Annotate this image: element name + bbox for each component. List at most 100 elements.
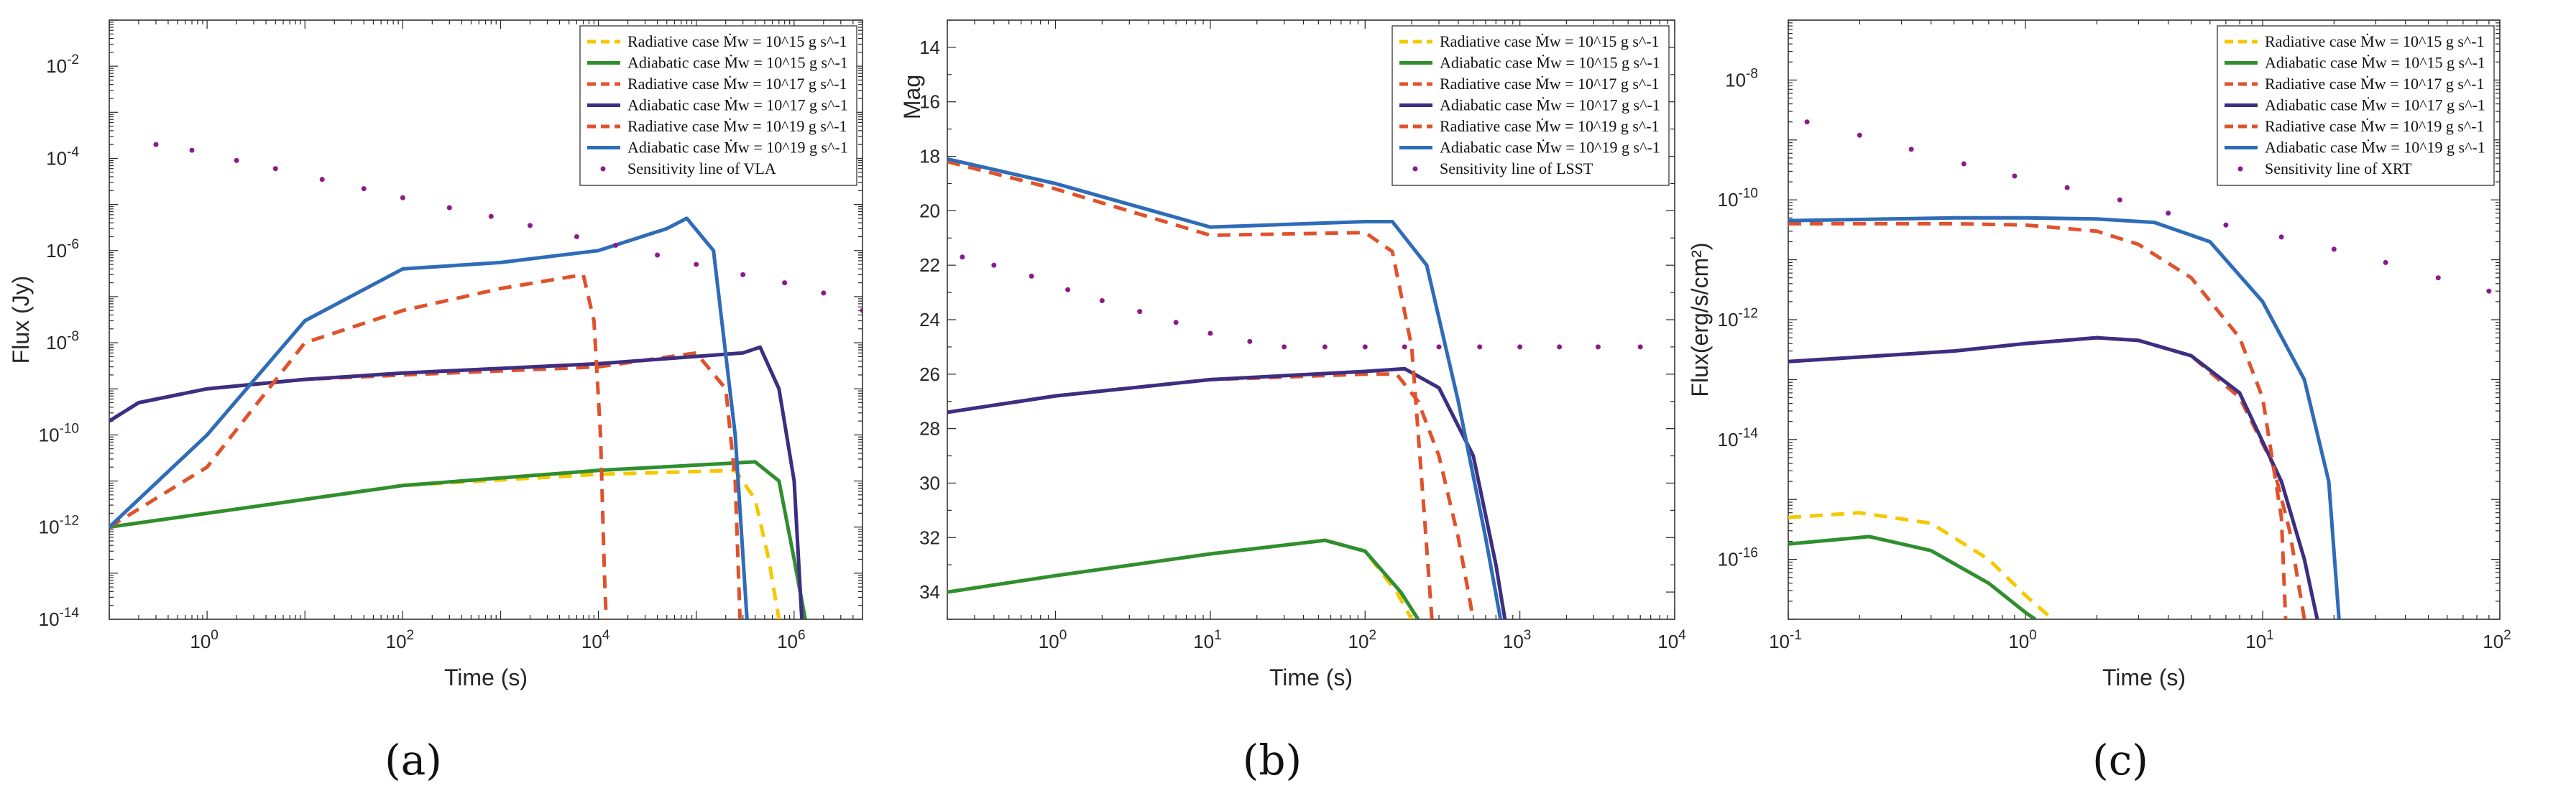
y-tick-base: 14 (919, 37, 940, 58)
y-tick-base: 16 (919, 91, 940, 113)
x-axis-label: Time (s) (1269, 665, 1353, 690)
x-tick-base: 10 (777, 631, 798, 652)
y-tick-label: 10-6 (46, 237, 79, 262)
y-tick-label: 10-12 (1718, 306, 1758, 330)
sensitivity-point (1137, 309, 1143, 315)
y-tick-base: 26 (919, 364, 940, 385)
y-tick-label: 10-4 (46, 144, 79, 169)
y-tick-base: 10 (39, 424, 60, 445)
x-tick-base: 10 (1039, 631, 1059, 652)
x-tick-base: 10 (581, 631, 602, 652)
y-tick-label: 10-10 (1718, 186, 1758, 210)
y-tick-label: 10-16 (1718, 546, 1758, 570)
y-tick-label: 10-2 (46, 52, 79, 77)
x-tick-label: 100 (1039, 628, 1067, 652)
x-tick-base: 10 (190, 631, 211, 652)
x-tick-exponent: 6 (798, 628, 806, 643)
plot-area (1788, 119, 2492, 619)
sensitivity-point (1804, 119, 1810, 125)
x-tick-exponent: 4 (1678, 628, 1686, 643)
x-axis: 100 101 102 103 104 (947, 20, 1686, 652)
sensitivity-point (2331, 246, 2337, 252)
y-tick-exponent: -16 (1739, 546, 1758, 561)
y-tick-base: 32 (919, 527, 940, 548)
sensitivity-point (782, 280, 788, 286)
x-tick-base: 10 (1769, 631, 1790, 652)
x-tick-label: 102 (2483, 628, 2511, 652)
series-line-3 (1788, 335, 2319, 619)
y-tick-exponent: -6 (67, 237, 79, 252)
sensitivity-point (446, 205, 452, 210)
y-tick-base: 28 (919, 418, 940, 440)
sensitivity-point (1857, 132, 1862, 138)
series-sensitivity-dots (960, 254, 1643, 350)
x-tick-exponent: 1 (2266, 628, 2274, 643)
sensitivity-point (2223, 222, 2229, 228)
sensitivity-point (574, 233, 579, 239)
sensitivity-point (1595, 344, 1601, 350)
sensitivity-point (2166, 210, 2171, 216)
y-tick-exponent: -8 (67, 329, 79, 344)
y-tick-base: 18 (919, 146, 940, 167)
y-tick-base: 10 (46, 240, 67, 262)
sensitivity-point (1557, 344, 1563, 350)
y-tick-label: 14 (919, 37, 940, 58)
legend-label: Adiabatic case Ṁw = 10^17 g s^-1 (627, 96, 848, 114)
chart-panel-b: 100 101 102 103 1041416182022242628303234Tim… (899, 19, 1686, 785)
y-tick-exponent: -2 (67, 52, 79, 68)
y-tick-base: 10 (46, 332, 67, 353)
sensitivity-point (153, 142, 159, 147)
x-tick-exponent: 2 (2503, 628, 2511, 643)
y-tick-base: 20 (919, 200, 940, 221)
x-axis-label: Time (s) (2102, 665, 2186, 690)
y-tick-base: 10 (39, 517, 60, 538)
y-tick-exponent: -8 (1746, 66, 1758, 81)
sensitivity-point (488, 213, 494, 219)
sensitivity-point (821, 290, 827, 296)
sensitivity-point (1908, 147, 1914, 152)
series-line-0 (109, 468, 781, 619)
sensitivity-point (860, 307, 862, 313)
x-tick-base: 10 (2008, 631, 2029, 652)
panel-caption: (c) (2092, 736, 2148, 785)
sensitivity-point (1282, 344, 1287, 350)
sensitivity-point (272, 166, 278, 172)
chart-panel-c: 10-1 100 101 10210-1610-1410-1210-1010-8Tim… (1687, 19, 2511, 785)
y-tick-label: 16 (919, 91, 940, 113)
legend-label: Radiative case Ṁw = 10^15 g s^-1 (1440, 32, 1660, 50)
y-tick-exponent: -10 (1739, 186, 1758, 201)
series-line-5 (1788, 216, 2341, 619)
x-axis: 10-1 100 101 102 (1769, 20, 2511, 652)
y-tick-exponent: -4 (67, 144, 79, 159)
legend: Radiative case Ṁw = 10^15 g s^-1 Adiabati… (1392, 25, 1670, 186)
y-tick-base: 10 (46, 55, 67, 77)
x-tick-exponent: 2 (407, 628, 415, 643)
x-tick-exponent: 3 (1524, 628, 1532, 643)
panel-caption: (a) (385, 736, 442, 785)
x-tick-base: 10 (386, 631, 407, 652)
y-tick-base: 34 (919, 581, 940, 603)
x-tick-exponent: 0 (1059, 628, 1067, 643)
legend-label: Radiative case Ṁw = 10^15 g s^-1 (627, 32, 847, 50)
y-tick-base: 10 (1718, 189, 1739, 210)
legend-swatch-dot (600, 166, 606, 172)
sensitivity-point (1208, 330, 1213, 336)
sensitivity-point (527, 223, 533, 228)
legend-label: Radiative case Ṁw = 10^19 g s^-1 (1440, 117, 1660, 135)
x-tick-label: 100 (190, 628, 218, 652)
sensitivity-point (1322, 344, 1328, 350)
x-tick-base: 10 (1193, 631, 1214, 652)
x-tick-exponent: -1 (1790, 628, 1802, 643)
y-axis-label: Mag (899, 75, 925, 119)
series-line-1 (947, 538, 1420, 619)
y-tick-label: 10-14 (1718, 426, 1759, 450)
legend-label: Adiabatic case Ṁw = 10^17 g s^-1 (2265, 96, 2485, 114)
series-line-3 (109, 345, 804, 619)
y-tick-label: 10-8 (46, 329, 79, 353)
sensitivity-point (1436, 344, 1442, 350)
sensitivity-point (234, 157, 239, 163)
y-tick-label: 20 (919, 200, 940, 221)
y-axis: 14 16 18 20 22 24 26 28 30 32 34 (919, 19, 1675, 620)
sensitivity-point (1247, 338, 1253, 344)
